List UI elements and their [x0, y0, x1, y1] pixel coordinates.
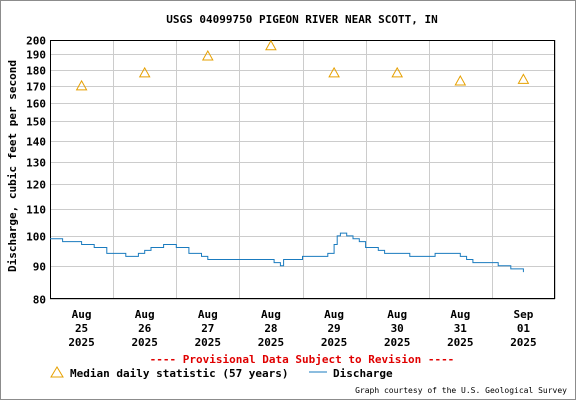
x-tick-labels: Aug252025Aug262025Aug272025Aug282025Aug2… — [68, 308, 536, 349]
x-tick-label: 01 — [517, 322, 531, 335]
legend-median-label: Median daily statistic (57 years) — [70, 367, 289, 380]
y-tick-label: 170 — [26, 81, 46, 94]
median-marker — [265, 39, 277, 51]
y-tick-label: 100 — [26, 231, 46, 244]
x-tick-label: 30 — [391, 322, 404, 335]
y-tick-label: 190 — [26, 49, 46, 62]
x-tick-label: Aug — [324, 308, 344, 321]
x-tick-label: 2025 — [321, 336, 348, 349]
x-tick-label: 26 — [138, 322, 152, 335]
legend-median-marker — [50, 366, 64, 378]
chart-title: USGS 04099750 PIGEON RIVER NEAR SCOTT, I… — [166, 13, 438, 26]
discharge-line — [50, 232, 524, 273]
y-tick-label: 110 — [26, 204, 46, 217]
y-tick-label: 160 — [26, 98, 46, 111]
x-tick-label: 2025 — [384, 336, 411, 349]
y-axis-label: Discharge, cubic feet per second — [6, 60, 19, 272]
x-tick-label: 27 — [201, 322, 214, 335]
x-tick-label: 31 — [454, 322, 468, 335]
y-tick-label: 180 — [26, 65, 46, 78]
median-marker — [75, 79, 88, 91]
y-tick-label: 140 — [26, 136, 46, 149]
x-tick-label: 2025 — [258, 336, 285, 349]
median-marker — [517, 73, 530, 84]
y-tick-label: 120 — [26, 179, 46, 192]
x-tick-label: Aug — [135, 308, 155, 321]
x-tick-label: 29 — [327, 322, 340, 335]
median-series — [75, 39, 530, 91]
axes — [50, 40, 555, 299]
median-marker — [391, 66, 404, 78]
provisional-note: ---- Provisional Data Subject to Revisio… — [150, 353, 455, 366]
y-tick-label: 200 — [26, 35, 46, 48]
y-tick-label: 80 — [33, 294, 46, 307]
x-tick-label: 28 — [264, 322, 277, 335]
plot-border — [50, 40, 555, 299]
x-tick-label: 2025 — [447, 336, 474, 349]
discharge-series — [50, 232, 524, 273]
y-tick-label: 130 — [26, 157, 46, 170]
x-tick-label: Aug — [72, 308, 92, 321]
x-tick-label: Aug — [387, 308, 407, 321]
x-tick-label: 2025 — [68, 336, 95, 349]
median-marker — [454, 74, 467, 86]
median-marker — [328, 66, 340, 78]
y-tick-label: 90 — [33, 261, 46, 274]
x-tick-label: 2025 — [510, 336, 537, 349]
x-tick-label: Aug — [198, 308, 218, 321]
legend-discharge-label: Discharge — [333, 367, 393, 380]
x-tick-label: Aug — [450, 308, 470, 321]
usgs-credit: Graph courtesy of the U.S. Geological Su… — [355, 386, 567, 395]
x-tick-label: 2025 — [195, 336, 222, 349]
x-tick-label: Aug — [261, 308, 281, 321]
legend: Median daily statistic (57 years) Discha… — [50, 366, 393, 380]
x-tick-label: Sep — [514, 308, 534, 321]
x-tick-label: 25 — [75, 322, 88, 335]
y-tick-label: 150 — [26, 116, 46, 129]
median-marker — [138, 66, 151, 78]
median-marker — [201, 49, 214, 61]
x-tick-label: 2025 — [131, 336, 158, 349]
gridlines — [50, 40, 556, 300]
